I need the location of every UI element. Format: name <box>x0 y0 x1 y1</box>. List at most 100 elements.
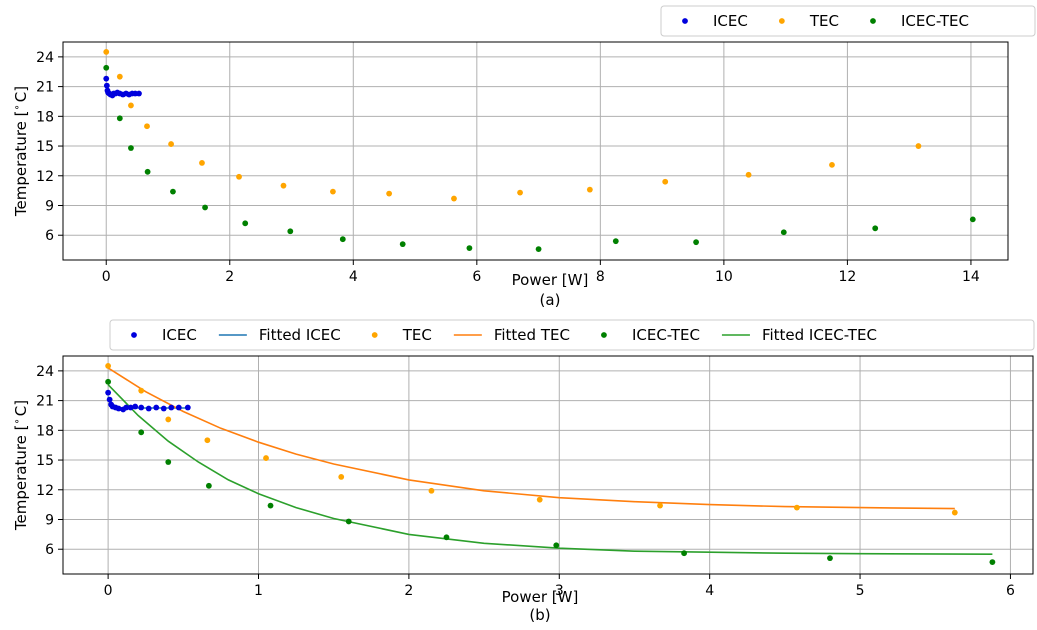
y-tick-label: 9 <box>45 199 54 215</box>
x-tick-label: 6 <box>1006 583 1015 599</box>
data-point <box>263 455 269 461</box>
data-point <box>951 509 958 516</box>
y-tick-label: 6 <box>45 228 54 244</box>
data-point <box>345 518 352 525</box>
legend-marker <box>778 18 785 24</box>
panel-caption: (a) <box>540 291 561 309</box>
data-point <box>105 378 112 385</box>
data-point <box>915 143 922 149</box>
x-tick-label: 2 <box>404 583 413 599</box>
legend-marker <box>870 18 876 24</box>
data-point <box>153 404 160 411</box>
x-tick-label: 4 <box>349 269 358 285</box>
data-point <box>466 245 473 252</box>
legend-item: Fitted TEC <box>453 326 570 344</box>
data-point <box>105 363 112 369</box>
legend-item: Fitted ICEC <box>218 326 341 344</box>
data-point <box>106 396 113 403</box>
data-point <box>184 404 191 411</box>
data-point <box>338 473 345 480</box>
data-point <box>280 182 287 189</box>
x-tick-label: 10 <box>715 269 733 285</box>
plot-frame <box>62 41 1009 261</box>
plot-frame <box>62 355 1034 575</box>
x-tick-label: 1 <box>254 583 263 599</box>
y-tick-label: 12 <box>36 483 54 499</box>
legend-item: ICEC-TEC <box>601 326 700 344</box>
legend-label: TEC <box>809 12 839 30</box>
legend-item: ICEC <box>131 326 197 344</box>
y-tick-label: 21 <box>36 80 54 96</box>
fit-line <box>107 384 993 556</box>
legend-item: TEC <box>371 326 432 344</box>
data-point <box>138 387 145 394</box>
x-tick-label: 4 <box>705 583 714 599</box>
legend: ICEC Fitted ICEC TEC Fitted TEC ICEC-TEC Fitt… <box>109 319 1035 351</box>
data-point <box>205 482 212 489</box>
x-tick-label: 8 <box>596 269 605 285</box>
y-tick-label: 6 <box>45 542 54 558</box>
legend-marker <box>601 332 607 338</box>
data-point <box>535 246 542 253</box>
data-point <box>103 64 110 71</box>
x-axis-label: Power [W] <box>502 588 579 606</box>
x-tick-label: 2 <box>225 269 234 285</box>
data-point <box>105 389 112 396</box>
data-point <box>242 220 249 227</box>
legend-label: ICEC <box>713 12 748 30</box>
panel-caption: (b) <box>529 606 550 624</box>
data-point <box>989 559 996 566</box>
data-point <box>517 189 523 196</box>
data-point <box>202 204 208 211</box>
data-point <box>780 229 787 236</box>
legend-box <box>660 5 1036 37</box>
x-tick-label: 6 <box>472 269 481 285</box>
data-point <box>657 502 663 509</box>
data-point <box>138 404 145 411</box>
data-point <box>793 504 800 511</box>
data-point <box>123 404 130 411</box>
data-point <box>175 404 182 411</box>
data-point <box>681 550 688 557</box>
data-point <box>103 49 110 55</box>
y-tick-label: 21 <box>36 394 54 410</box>
data-point <box>536 496 543 503</box>
y-tick-label: 24 <box>36 364 54 380</box>
data-point <box>199 159 205 166</box>
data-point <box>829 161 835 168</box>
data-point <box>428 487 435 494</box>
data-point <box>165 416 172 423</box>
legend-label: TEC <box>402 326 432 344</box>
data-point <box>612 238 619 245</box>
x-tick-label: 0 <box>102 269 111 285</box>
data-point <box>116 115 123 122</box>
data-point <box>103 75 110 82</box>
data-point <box>165 459 172 465</box>
y-tick-label: 12 <box>36 169 54 185</box>
data-point <box>330 188 336 195</box>
legend-label: Fitted ICEC-TEC <box>762 326 877 344</box>
x-tick-label: 0 <box>104 583 113 599</box>
x-tick-label: 14 <box>962 269 980 285</box>
data-point <box>116 73 123 80</box>
data-point <box>872 225 879 232</box>
legend-marker <box>682 18 688 24</box>
legend-item: Fitted ICEC-TEC <box>721 326 877 344</box>
y-axis-label: Temperature [∘C] <box>12 86 30 217</box>
data-point <box>969 216 976 223</box>
data-point <box>693 239 699 246</box>
data-point <box>745 171 752 178</box>
data-point <box>339 236 346 243</box>
fit-line <box>107 367 955 510</box>
data-point <box>662 178 669 185</box>
legend-item: TEC <box>778 12 839 30</box>
data-point <box>144 123 150 130</box>
legend-marker <box>131 332 137 338</box>
data-point <box>128 102 134 109</box>
y-tick-label: 24 <box>36 50 54 66</box>
data-point <box>136 90 142 97</box>
x-tick-label: 3 <box>555 583 564 599</box>
